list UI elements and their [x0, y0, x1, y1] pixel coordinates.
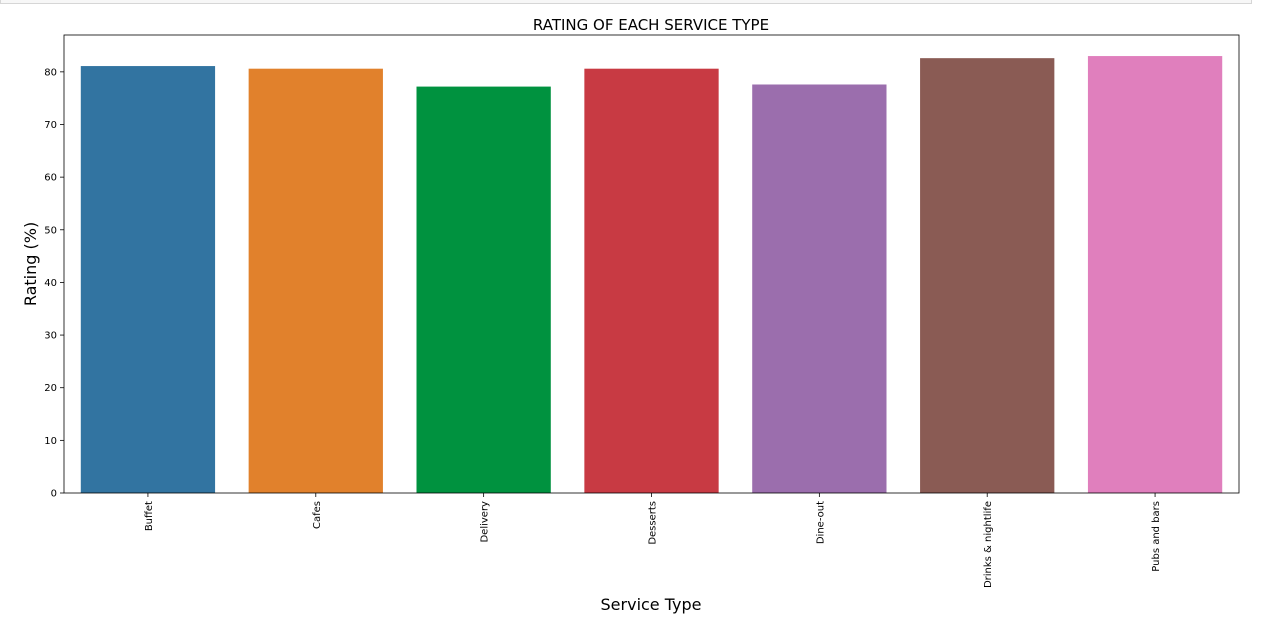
- bar-desserts: [584, 68, 719, 493]
- bar-pubs-and-bars: [1087, 56, 1223, 494]
- x-tick-label: Cafes: [312, 501, 323, 529]
- bar-delivery: [416, 86, 551, 493]
- chart-title: RATING OF EACH SERVICE TYPE: [533, 16, 769, 34]
- bars-group: [80, 56, 1223, 494]
- y-tick-label: 0: [51, 489, 57, 500]
- x-axis-label: Service Type: [601, 595, 702, 614]
- x-tick-label: Desserts: [648, 501, 659, 545]
- bar-cafes: [248, 68, 383, 493]
- x-tick-label: Dine-out: [815, 501, 826, 544]
- y-tick-label: 70: [44, 120, 57, 131]
- x-tick-label: Buffet: [144, 501, 155, 531]
- y-tick-label: 60: [44, 173, 57, 184]
- bar-dine-out: [752, 84, 887, 494]
- x-tick-label: Drinks & nightlife: [983, 501, 994, 588]
- plot-frame: [63, 34, 1240, 494]
- y-tick-label: 10: [44, 436, 57, 447]
- x-tick-label: Delivery: [480, 501, 491, 543]
- y-tick-label: 80: [44, 67, 57, 78]
- bar-buffet: [80, 66, 216, 493]
- bar-drinks-and-nightlife: [920, 58, 1055, 493]
- y-tick-label: 40: [44, 278, 57, 289]
- y-axis: 0 10 20 30 40 50 60 70 80: [44, 67, 64, 500]
- y-tick-label: 20: [44, 383, 57, 394]
- x-axis: Buffet Cafes Delivery Desserts Dine-out Drink…: [144, 493, 1162, 588]
- y-tick-label: 30: [44, 331, 57, 342]
- x-tick-label: Pubs and bars: [1151, 501, 1162, 572]
- previous-cell-edge: [0, 0, 1252, 4]
- y-axis-label: Rating (%): [21, 222, 40, 306]
- y-tick-label: 50: [44, 225, 57, 236]
